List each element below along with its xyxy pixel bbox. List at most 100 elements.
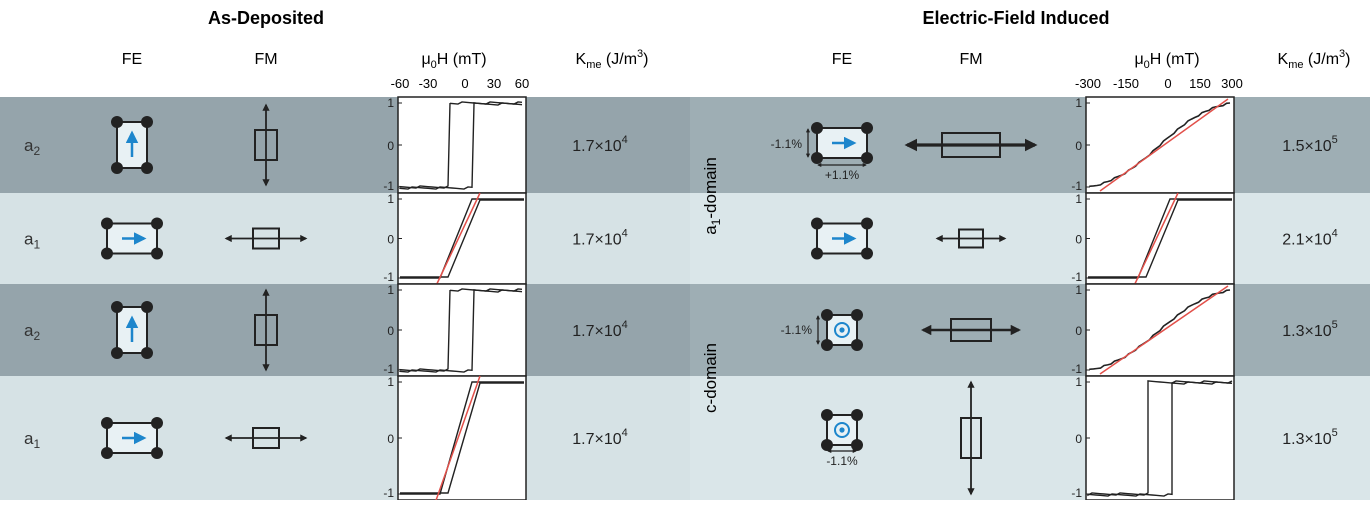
y-tick-label: 0 xyxy=(1075,324,1082,338)
ion-dot xyxy=(811,217,823,230)
ion-dot xyxy=(861,247,873,260)
linear-fit-line xyxy=(433,375,481,505)
hysteresis-plot: 1 0 -1 xyxy=(383,192,527,291)
kme-value: 1.5×105 xyxy=(1282,134,1338,155)
row-label: a2 xyxy=(24,136,40,158)
kme-mantissa: 1.7×10 xyxy=(572,431,621,448)
ion-dot xyxy=(101,217,113,230)
hysteresis-plot: 1 0 -1 xyxy=(1071,283,1235,377)
row-label-main: a xyxy=(24,230,34,249)
magnet-outline xyxy=(941,132,1001,158)
ion-dot xyxy=(111,347,123,359)
plot-frame xyxy=(1085,192,1235,285)
ion-dot xyxy=(151,217,163,230)
y-tick-label: 0 xyxy=(1075,432,1082,446)
hysteresis-branch xyxy=(400,381,524,495)
kme-mantissa: 1.3×10 xyxy=(1282,323,1331,340)
y-tick-label: -1 xyxy=(383,179,394,193)
kme-mantissa: 2.1×10 xyxy=(1282,232,1331,249)
magnet-outline xyxy=(958,228,984,249)
x-tick-label: -30 xyxy=(419,76,438,91)
strain-label-vertical: -1.1% xyxy=(781,323,813,337)
y-tick-label: 1 xyxy=(1075,375,1082,389)
plot-frame xyxy=(397,96,527,194)
kme-value: 1.7×104 xyxy=(572,228,628,249)
y-tick-label: -1 xyxy=(1071,179,1082,193)
ion-dot xyxy=(111,162,123,174)
y-tick-label: 0 xyxy=(387,324,394,338)
ion-dot xyxy=(141,301,153,313)
kme-mantissa: 1.5×10 xyxy=(1282,138,1331,155)
ion-dot xyxy=(811,247,823,260)
row-label: a1 xyxy=(24,429,40,451)
fe-cell-horizontal-icon xyxy=(101,217,163,260)
row-label: a1 xyxy=(24,230,40,252)
hysteresis-branch xyxy=(1089,289,1231,370)
magnet-outline xyxy=(950,318,992,342)
header-kme-right: Kme (J/m3) xyxy=(1278,48,1351,71)
x-ticks-left: -60 -30 0 30 60 xyxy=(391,76,530,91)
fe-cell-out-of-plane-icon: -1.1% xyxy=(781,309,863,351)
fm-magnet-horizontal-icon xyxy=(224,227,308,250)
y-tick-label: 0 xyxy=(387,432,394,446)
ion-dot xyxy=(111,116,123,128)
header-fm-right: FM xyxy=(959,51,982,68)
y-tick-label: 1 xyxy=(1075,192,1082,206)
kme-exponent: 4 xyxy=(622,134,628,146)
c-domain-label: c-domain xyxy=(701,343,720,413)
row-background-right xyxy=(690,193,1370,284)
x-tick-label: -300 xyxy=(1075,76,1101,91)
kme-mantissa: 1.7×10 xyxy=(572,232,621,249)
ion-dot xyxy=(851,339,863,351)
hysteresis-branch xyxy=(400,382,524,494)
row-background-left xyxy=(0,97,690,193)
hysteresis-branch xyxy=(400,199,524,278)
hysteresis-branch xyxy=(399,289,523,373)
fe-cell-out-of-plane-icon: -1.1% xyxy=(821,409,863,468)
ion-dot xyxy=(851,439,863,451)
title-electric-field-induced: Electric-Field Induced xyxy=(922,8,1109,28)
ion-dot xyxy=(141,116,153,128)
kme-value: 1.3×105 xyxy=(1282,427,1338,448)
kme-exponent: 4 xyxy=(622,228,628,240)
y-tick-label: 1 xyxy=(387,375,394,389)
y-tick-label: 1 xyxy=(387,283,394,297)
magnet-outline xyxy=(252,227,280,250)
kme-value: 1.7×104 xyxy=(572,134,628,155)
linear-fit-line xyxy=(1099,98,1229,192)
linear-fit-line xyxy=(1131,192,1179,291)
fm-magnet-horizontal-icon xyxy=(224,427,308,449)
y-tick-label: -1 xyxy=(383,270,394,284)
header-fm-left: FM xyxy=(254,51,277,68)
x-tick-label: 0 xyxy=(461,76,468,91)
x-ticks-right: -300 -150 0 150 300 xyxy=(1075,76,1243,91)
kme-exponent: 4 xyxy=(1332,228,1338,240)
row-label-sub: 1 xyxy=(33,238,40,252)
fe-cell-vertical-icon xyxy=(111,301,153,359)
strain-label-horizontal: -1.1% xyxy=(826,454,858,468)
y-tick-label: 0 xyxy=(387,139,394,153)
magnet-outline xyxy=(254,129,278,161)
row-label-main: a xyxy=(24,429,34,448)
ion-dot xyxy=(821,339,833,351)
ion-dot xyxy=(151,417,163,429)
row-label-main: a xyxy=(24,321,34,340)
kme-mantissa: 1.7×10 xyxy=(572,138,621,155)
kme-exponent: 5 xyxy=(1332,134,1338,146)
fm-magnet-vertical-icon xyxy=(254,103,278,187)
fm-magnet-horizontal-icon xyxy=(935,228,1007,249)
ion-dot xyxy=(141,347,153,359)
ion-dot xyxy=(111,301,123,313)
hysteresis-plot: 1 0 -1 xyxy=(1071,192,1235,291)
x-tick-label: 0 xyxy=(1164,76,1171,91)
x-tick-label: -150 xyxy=(1113,76,1139,91)
hysteresis-branch xyxy=(1087,381,1233,497)
y-tick-label: -1 xyxy=(383,486,394,500)
ion-dot xyxy=(851,409,863,421)
hysteresis-plot: 1 0 -1 xyxy=(383,96,527,194)
ion-dot xyxy=(101,417,113,429)
ion-dot xyxy=(851,309,863,321)
x-tick-label: 30 xyxy=(487,76,501,91)
kme-exponent: 4 xyxy=(622,319,628,331)
